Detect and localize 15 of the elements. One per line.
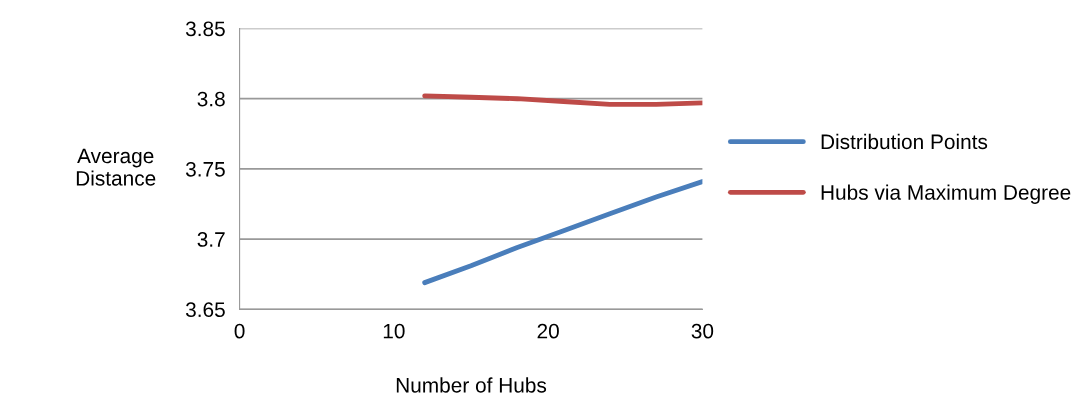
line-series xyxy=(422,179,703,286)
x-axis-title: Number of Hubs xyxy=(396,377,547,393)
y-tick-label: 3.85 xyxy=(185,21,225,37)
y-tick-label: 3.7 xyxy=(197,232,225,247)
y-tick-label: 3.8 xyxy=(197,91,225,107)
x-tick-label: 30 xyxy=(691,323,714,339)
y-tick-label: 3.75 xyxy=(185,161,225,177)
legend-label: Hubs via Maximum Degree xyxy=(821,184,1071,204)
y-axis-title: Average Distance xyxy=(76,148,156,186)
line-series xyxy=(422,93,703,107)
x-tick-label: 10 xyxy=(383,323,405,339)
x-tick-label: 20 xyxy=(537,323,559,339)
legend-label: Distribution Points xyxy=(821,133,988,150)
x-tick-label: 0 xyxy=(234,323,245,339)
y-tick-label: 3.65 xyxy=(185,302,225,318)
